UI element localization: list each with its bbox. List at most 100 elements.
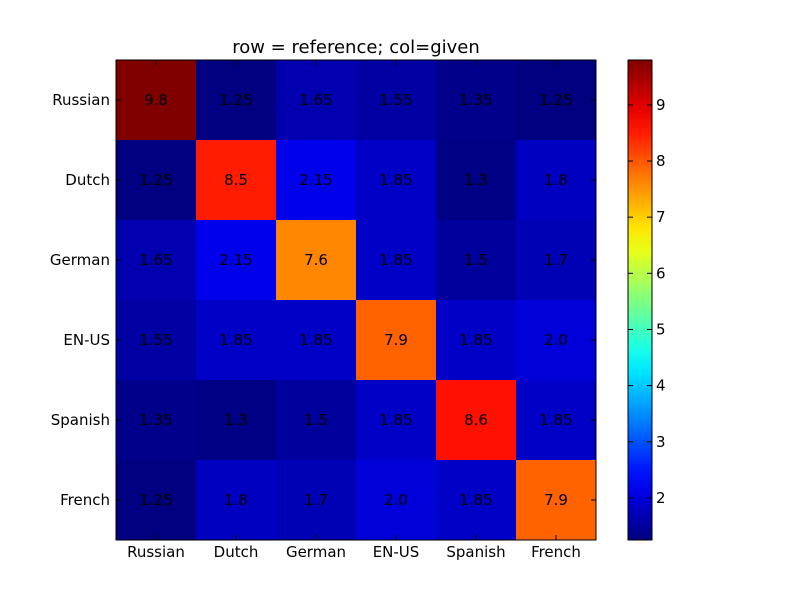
cell-value-label: 1.8 (544, 171, 568, 189)
heatmap-cell (436, 380, 516, 460)
cell-value-label: 1.85 (379, 251, 412, 269)
cell-value-label: 1.85 (379, 411, 412, 429)
heatmap-cell (276, 220, 356, 300)
cell-value-label: 8.6 (464, 411, 488, 429)
heatmap-cell (196, 300, 276, 380)
heatmap-cell (516, 300, 596, 380)
cell-value-label: 1.85 (299, 331, 332, 349)
colorbar-tick-label: 9 (656, 96, 666, 114)
column-tick-labels: Russian Dutch German EN-US Spanish French (127, 543, 581, 561)
cell-value-label: 1.35 (459, 91, 492, 109)
column-label: Russian (127, 543, 185, 561)
cell-value-label: 1.7 (544, 251, 568, 269)
heatmap-cell (516, 460, 596, 540)
cell-value-label: 1.8 (224, 491, 248, 509)
cell-value-label: 9.8 (144, 91, 168, 109)
cell-value-label: 1.25 (139, 491, 172, 509)
colorbar-tick-label: 8 (656, 152, 666, 170)
cell-value-label: 1.3 (464, 171, 488, 189)
cell-value-label: 1.55 (139, 331, 172, 349)
colorbar-tick-label: 3 (656, 433, 666, 451)
row-label: Russian (52, 91, 110, 109)
heatmap-cell (356, 140, 436, 220)
cell-value-label: 1.65 (299, 91, 332, 109)
heatmap-cell (116, 380, 196, 460)
cell-value-label: 2.15 (299, 171, 332, 189)
cell-value-label: 1.25 (139, 171, 172, 189)
heatmap-cell (436, 460, 516, 540)
cell-value-label: 1.85 (379, 171, 412, 189)
column-label: French (531, 543, 581, 561)
cell-value-label: 1.85 (219, 331, 252, 349)
heatmap-cell (356, 220, 436, 300)
cell-value-label: 1.3 (224, 411, 248, 429)
cell-value-label: 1.35 (139, 411, 172, 429)
heatmap-cell (276, 60, 356, 140)
cell-value-label: 2.0 (544, 331, 568, 349)
heatmap-cell (356, 380, 436, 460)
cell-value-label: 8.5 (224, 171, 248, 189)
colorbar-tick-label: 5 (656, 320, 666, 338)
row-label: French (60, 491, 110, 509)
row-label: Dutch (65, 171, 110, 189)
row-label: Spanish (51, 411, 110, 429)
colorbar-gradient (627, 59, 653, 541)
heatmap-cell (516, 380, 596, 460)
column-label: German (286, 543, 346, 561)
axis-ticks (116, 60, 596, 540)
colorbar-tick-label: 7 (656, 208, 666, 226)
cell-value-label: 7.6 (304, 251, 328, 269)
row-label: German (50, 251, 110, 269)
column-label: Spanish (446, 543, 505, 561)
row-label: EN-US (63, 331, 110, 349)
cell-value-label: 1.7 (304, 491, 328, 509)
cell-value-label: 7.9 (384, 331, 408, 349)
heatmap-cell (196, 140, 276, 220)
heatmap-cell (196, 220, 276, 300)
heatmap-cell (516, 220, 596, 300)
cell-value-label: 2.0 (384, 491, 408, 509)
cell-value-label: 1.65 (139, 251, 172, 269)
chart-title: row = reference; col=given (232, 37, 480, 58)
column-label: EN-US (373, 543, 420, 561)
heatmap-cell (116, 60, 196, 140)
heatmap-cell (356, 300, 436, 380)
heatmap-cell (196, 60, 276, 140)
heatmap-cell (116, 140, 196, 220)
heatmap-cell (116, 300, 196, 380)
heatmap-cell (276, 380, 356, 460)
cell-value-label: 1.85 (539, 411, 572, 429)
heatmap-cell (436, 220, 516, 300)
heatmap-cell (276, 300, 356, 380)
heatmap-cell (436, 140, 516, 220)
cell-value-label: 1.25 (219, 91, 252, 109)
cell-value-label: 1.5 (304, 411, 328, 429)
heatmap-cell (516, 140, 596, 220)
heatmap-cell (116, 220, 196, 300)
colorbar: 2 3 4 5 6 7 8 9 (627, 59, 666, 541)
heatmap-cell (356, 460, 436, 540)
colorbar-tick-label: 4 (656, 377, 666, 395)
heatmap-cell (196, 380, 276, 460)
cell-value-label: 1.55 (379, 91, 412, 109)
plot-frame (115, 59, 597, 541)
cell-value-label: 1.5 (464, 251, 488, 269)
cell-value-label: 1.85 (459, 491, 492, 509)
cell-value-label: 2.15 (219, 251, 252, 269)
row-tick-labels: Russian Dutch German EN-US Spanish French (50, 91, 110, 509)
heatmap-cell (356, 60, 436, 140)
cell-value-label: 1.85 (459, 331, 492, 349)
heatmap-cell (276, 460, 356, 540)
colorbar-tick-label: 6 (656, 264, 666, 282)
heatmap-cell-labels: 9.8 1.25 1.65 1.55 1.35 1.25 1.25 8.5 2.15 1.85 1.… (139, 91, 572, 509)
heatmap-cell (196, 460, 276, 540)
heatmap-cell (436, 60, 516, 140)
column-label: Dutch (214, 543, 259, 561)
cell-value-label: 7.9 (544, 491, 568, 509)
colorbar-ticks: 2 3 4 5 6 7 8 9 (628, 96, 666, 507)
cell-value-label: 1.25 (539, 91, 572, 109)
heatmap-cell (436, 300, 516, 380)
heatmap-cell (276, 140, 356, 220)
heatmap-cell (116, 460, 196, 540)
colorbar-tick-label: 2 (656, 489, 666, 507)
